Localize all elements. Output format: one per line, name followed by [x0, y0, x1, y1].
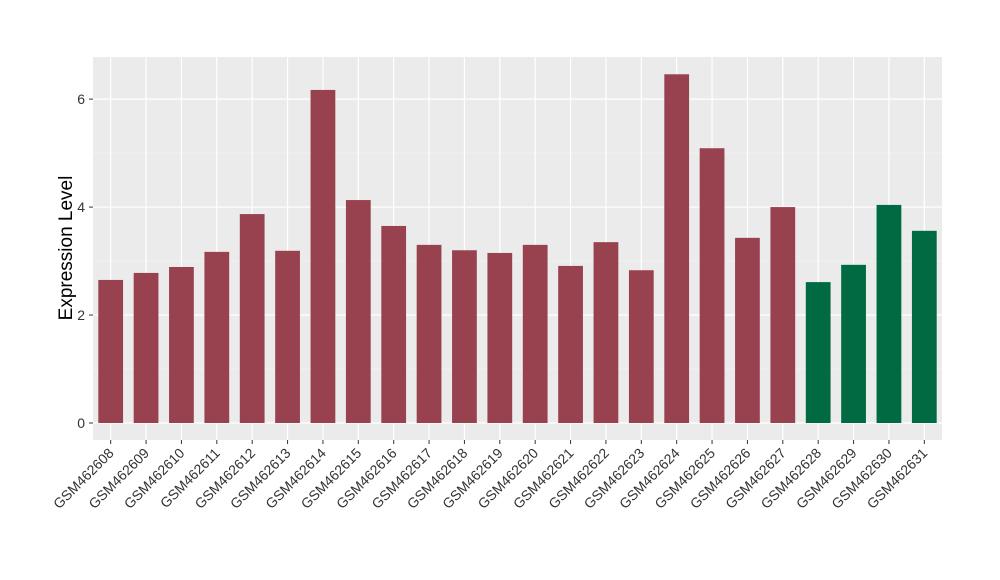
- bar: [452, 250, 477, 423]
- bar: [416, 244, 442, 423]
- bar: [98, 279, 124, 423]
- bar: [381, 225, 407, 423]
- bar: [169, 266, 194, 423]
- bar: [487, 252, 513, 423]
- bar: [805, 282, 831, 423]
- y-tick-label: 4: [77, 199, 85, 215]
- bar: [133, 272, 159, 423]
- y-tick-label: 2: [77, 307, 85, 323]
- bar: [345, 200, 371, 423]
- bar: [239, 214, 265, 423]
- bar: [522, 244, 548, 423]
- bar: [310, 89, 336, 423]
- bar: [204, 251, 230, 423]
- bar: [841, 264, 866, 423]
- bar: [275, 250, 300, 423]
- bar: [735, 237, 760, 423]
- bar: [558, 265, 583, 423]
- bar: [770, 207, 796, 423]
- bar: [593, 242, 619, 423]
- bar: [876, 204, 902, 423]
- y-tick-label: 6: [77, 91, 85, 107]
- bar: [911, 230, 937, 423]
- y-axis-title: Expression Level: [56, 176, 77, 321]
- bar: [628, 270, 654, 423]
- bar: [699, 148, 725, 423]
- bar: [664, 74, 690, 423]
- y-tick-label: 0: [77, 415, 85, 431]
- plot-panel: [93, 57, 942, 440]
